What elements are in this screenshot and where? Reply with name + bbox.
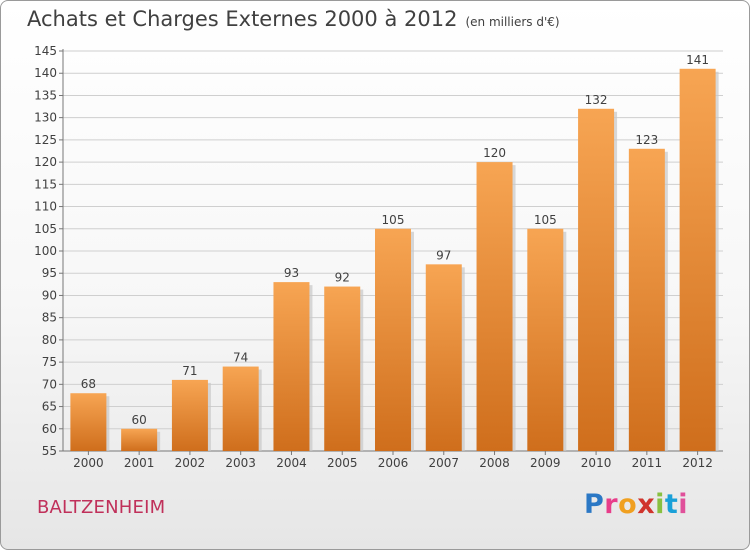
bars: 68 60 71 74 93 92 105 97 120 105 132 123 141 [70,53,719,452]
unit-label: (en milliers d'€) [465,15,560,29]
logo-letter: t [664,489,679,520]
x-tick-label: 2001 [124,456,155,470]
y-tick-label: 120 [34,155,57,169]
x-tick-label: 2009 [530,456,561,470]
x-tick-label: 2002 [175,456,206,470]
data-label: 93 [284,266,299,280]
logo-letter: o [618,489,638,520]
x-tick-label: 2012 [682,456,713,470]
logo-letter: r [604,489,619,520]
title-text: Achats et Charges Externes 2000 à 2012 [27,7,458,31]
data-label: 74 [233,351,248,365]
x-tick-label: 2011 [632,456,663,470]
y-tick-label: 80 [42,333,57,347]
bar [628,148,665,451]
x-tick-label: 2006 [378,456,409,470]
data-label: 97 [436,248,451,262]
y-tick-label: 55 [42,444,57,458]
y-tick-label: 135 [34,88,57,102]
x-tick-label: 2005 [327,456,358,470]
bar [527,228,564,451]
y-tick-label: 75 [42,355,57,369]
x-tick-label: 2000 [73,456,104,470]
logo-letter: i [678,489,689,520]
x-tick-label: 2007 [428,456,459,470]
y-tick-label: 145 [34,44,57,58]
data-label: 123 [635,133,658,147]
logo-letter: P [584,489,605,520]
y-tick-label: 65 [42,400,57,414]
bar [375,228,411,451]
data-label: 132 [585,93,608,107]
x-tick-label: 2008 [479,456,510,470]
y-tick-label: 140 [34,66,57,80]
bar [425,264,462,451]
bar [171,379,208,451]
x-tick-label: 2003 [225,456,256,470]
bar [679,68,716,452]
data-label: 105 [534,213,557,227]
y-tick-label: 110 [34,200,57,214]
bar [70,393,107,451]
proxiti-logo: Proxiti [584,489,688,520]
chart-title: Achats et Charges Externes 2000 à 2012 (e… [27,7,560,31]
data-label: 141 [686,53,709,67]
bar [273,282,310,451]
logo-letter: x [637,489,656,520]
y-tick-label: 130 [34,111,57,125]
bar [476,162,513,451]
data-label: 120 [483,146,506,160]
bar [121,428,158,451]
y-tick-label: 85 [42,311,57,325]
x-tick-label: 2004 [276,456,307,470]
data-label: 60 [132,413,147,427]
bar [222,366,259,451]
y-tick-label: 105 [34,222,57,236]
y-tick-label: 90 [42,288,57,302]
y-tick-label: 115 [34,177,57,191]
y-tick-label: 60 [42,422,57,436]
commune-name: BALTZENHEIM [37,497,166,518]
x-tick-label: 2010 [581,456,612,470]
data-label: 92 [335,271,350,285]
bar [324,286,361,451]
y-axis: 55 60 65 70 75 80 85 90 95 100 105 110 115 120 125 130 1… [34,44,723,458]
data-label: 68 [81,377,96,391]
data-label: 71 [182,364,197,378]
y-tick-label: 70 [42,377,57,391]
bar [578,108,615,452]
logo-letter: i [655,489,665,520]
y-tick-label: 100 [34,244,57,258]
y-tick-label: 125 [34,133,57,147]
x-axis: 2000 2001 2002 2003 2004 2005 2006 2007 2008 2009… [73,451,713,470]
y-tick-label: 95 [42,266,57,280]
data-label: 105 [382,213,405,227]
